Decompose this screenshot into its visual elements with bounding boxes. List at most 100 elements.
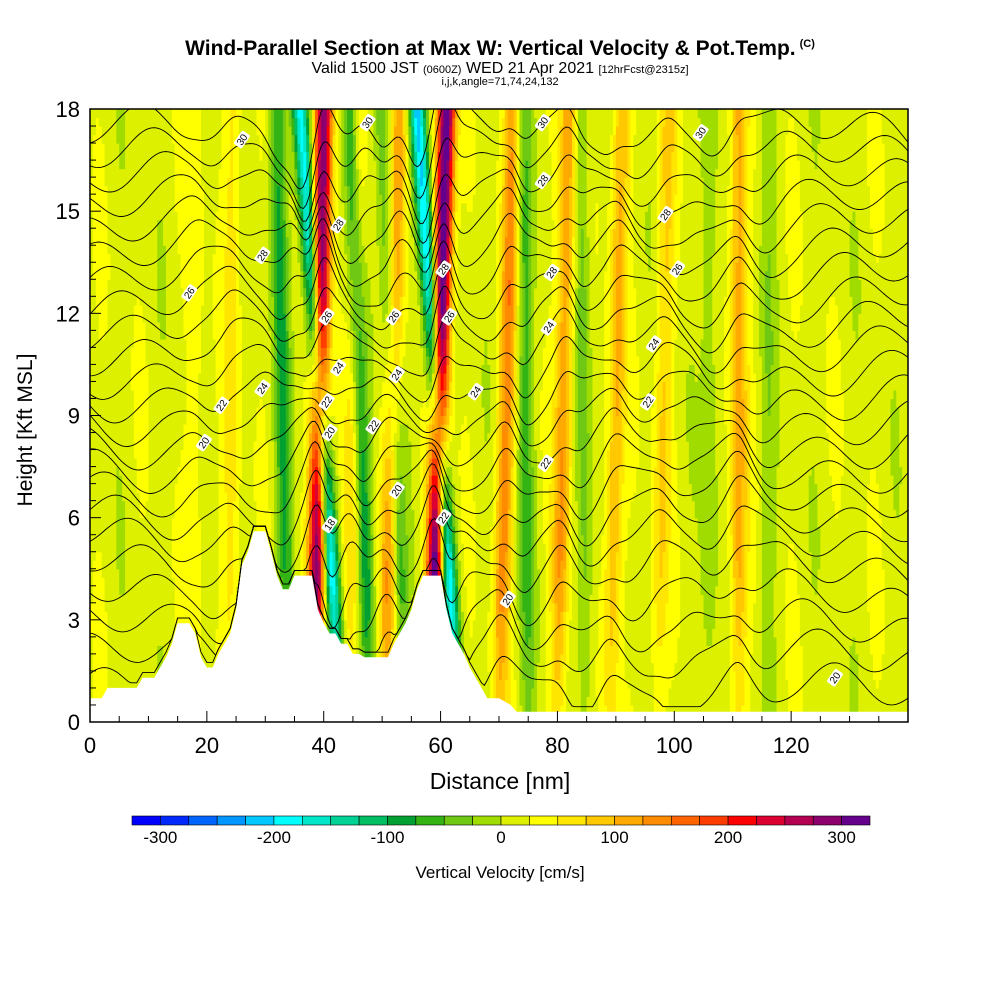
field-cell — [496, 466, 500, 476]
field-cell — [493, 560, 497, 570]
field-cell — [525, 704, 532, 715]
field-cell — [387, 577, 392, 587]
field-cell — [715, 432, 728, 442]
field-cell — [729, 653, 734, 663]
field-cell — [665, 466, 672, 476]
field-cell — [326, 330, 331, 340]
field-cell — [627, 543, 652, 553]
field-cell — [741, 381, 745, 391]
field-cell — [370, 560, 374, 570]
field-cell — [501, 330, 506, 340]
field-cell — [522, 653, 535, 663]
field-cell — [472, 458, 494, 468]
field-cell — [618, 381, 626, 391]
field-cell — [668, 585, 681, 595]
field-cell — [385, 415, 392, 425]
field-cell — [396, 415, 421, 425]
field-cell — [358, 389, 366, 400]
field-cell — [519, 500, 523, 510]
field-cell — [586, 500, 594, 510]
field-cell — [335, 458, 339, 468]
field-cell — [560, 509, 564, 519]
field-cell — [399, 611, 410, 621]
field-cell — [92, 662, 109, 672]
field-cell — [399, 585, 407, 595]
field-cell — [566, 389, 570, 400]
field-cell — [312, 509, 316, 519]
field-cell — [496, 594, 500, 604]
field-cell — [253, 483, 269, 493]
field-cell — [309, 424, 313, 434]
field-cell — [452, 560, 456, 570]
field-cell — [449, 483, 453, 493]
field-cell — [279, 449, 287, 459]
field-cell — [653, 517, 661, 527]
field-cell — [849, 670, 859, 681]
field-cell — [519, 594, 523, 604]
field-cell — [256, 517, 272, 527]
field-cell — [548, 585, 553, 595]
field-cell — [618, 364, 626, 374]
field-cell — [496, 458, 500, 468]
field-cell — [314, 585, 319, 595]
field-cell — [671, 347, 675, 357]
field-cell — [656, 449, 661, 459]
field-cell — [428, 492, 433, 502]
field-cell — [329, 611, 334, 621]
field-cell — [431, 492, 439, 502]
field-cell — [650, 475, 655, 485]
field-cell — [592, 415, 605, 425]
field-cell — [618, 500, 623, 510]
field-cell — [306, 424, 310, 434]
field-cell — [531, 611, 535, 621]
field-cell — [519, 577, 523, 587]
field-cell — [332, 568, 336, 578]
field-cell — [458, 534, 462, 544]
field-cell — [612, 381, 617, 391]
field-cell — [510, 449, 515, 459]
field-cell — [718, 517, 728, 527]
field-cell — [741, 492, 748, 502]
field-cell — [326, 338, 331, 348]
field-cell — [291, 372, 296, 383]
field-cell — [808, 509, 819, 519]
field-cell — [659, 492, 667, 502]
field-cell — [352, 364, 357, 374]
field-cell — [513, 577, 518, 587]
field-cell — [361, 577, 366, 587]
field-cell — [659, 543, 667, 553]
field-cell — [761, 475, 778, 485]
field-cell — [902, 475, 908, 485]
field-cell — [545, 687, 553, 698]
field-cell — [610, 458, 623, 468]
field-cell — [513, 406, 518, 417]
field-cell — [542, 475, 553, 485]
field-cell — [563, 500, 567, 510]
field-cell — [306, 509, 310, 519]
field-cell — [428, 475, 433, 485]
field-cell — [729, 483, 734, 493]
field-cell — [650, 492, 655, 502]
field-cell — [820, 534, 868, 544]
field-cell — [393, 458, 398, 468]
field-cell — [338, 492, 342, 502]
field-cell — [750, 509, 757, 519]
subtitle-forecast: [12hrFcst@2315z] — [598, 64, 689, 76]
field-cell — [493, 653, 497, 663]
field-cell — [516, 466, 521, 476]
field-cell — [615, 560, 623, 570]
field-cell — [440, 381, 445, 391]
field-cell — [382, 449, 395, 459]
field-cell — [496, 492, 500, 502]
field-cell — [572, 602, 579, 612]
field-cell — [653, 398, 658, 408]
field-cell — [539, 577, 547, 587]
field-cell — [560, 483, 564, 493]
field-cell — [510, 653, 515, 663]
field-cell — [291, 483, 296, 493]
field-cell — [826, 398, 845, 408]
field-cell — [490, 424, 497, 434]
field-cell — [607, 560, 611, 570]
field-cell — [779, 364, 827, 374]
field-cell — [604, 364, 611, 374]
